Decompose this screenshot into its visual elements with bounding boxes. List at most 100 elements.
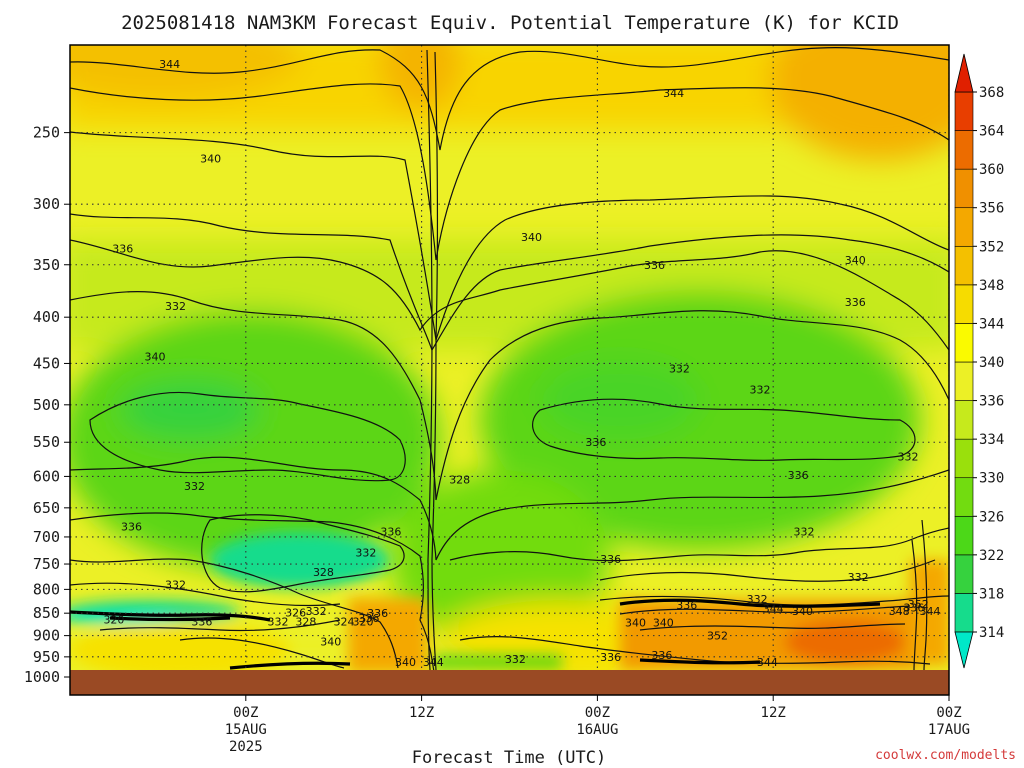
colorbar-label: 352 [979,239,1004,255]
colorbar-swatch [954,323,974,363]
contour-label: 332 [897,450,918,463]
contour-label: 348 [889,605,910,618]
contour-332-b [70,456,949,561]
colorbar-label: 360 [979,162,1004,178]
colorbar-label: 340 [979,355,1004,371]
colorbar-label: 364 [979,124,1004,140]
y-tick-label: 850 [33,604,60,622]
x-tick-label: 12Z [761,705,786,721]
contour-label: 352 [908,598,929,611]
contour-label: 336 [585,436,606,449]
colorbar-swatch [954,168,974,209]
contour-label: 332 [165,300,186,313]
field-green-right [480,290,920,550]
field-green-right-core [540,360,700,440]
contour-label: 340 [395,656,416,669]
colorbar-label: 344 [979,316,1004,332]
contour-label: 344 [919,605,940,618]
contour-label: 336 [788,469,809,482]
y-tick-label: 1000 [24,668,60,686]
contour-328-c [201,514,405,593]
contour-label: 340 [320,635,341,648]
contour-label: 344 [663,87,684,100]
contour-label: 332 [355,546,376,559]
y-tick-label: 950 [33,648,60,666]
x-tick-label: 00Z [233,705,258,721]
contour-vertical-trough [426,49,433,671]
colorbar-swatch [954,438,974,479]
contour-label: 336 [644,259,665,272]
x-tick-label: 17AUG [928,722,970,738]
colorbar-swatch [954,130,974,170]
x-tick-label: 15AUG [225,722,267,738]
contour-label: 328 [449,474,470,487]
contour-label: 332 [306,605,327,618]
x-tick-label: 00Z [936,705,961,721]
contour-lines [70,47,949,673]
field-upper-mid-orange [380,45,460,110]
contour-label: 326 [285,606,306,619]
contour-label: 324 [333,615,354,628]
colorbar-label: 326 [979,509,1004,525]
contour-328-a [89,391,406,482]
contour-340-b [70,213,949,352]
chart-title: 2025081418 NAM3KM Forecast Equiv. Potent… [121,12,899,34]
field-upper-right-orange [770,45,949,160]
contour-label: 336 [600,651,621,664]
contour-336-c [449,527,949,562]
plot-frame [69,44,950,696]
colorbar-swatch [954,91,974,131]
colorbar-label: 322 [979,548,1004,564]
contour-label: 336 [845,296,866,309]
y-tick-label: 800 [33,580,60,598]
y-axis: 250 300 350 400 450 500 550 600 650 700 750 800 850 9… [24,124,70,686]
colorbar-swatch [954,400,974,440]
contour-336-d [459,636,931,665]
contour-label: 344 [423,656,444,669]
contour-vertical-right-2 [921,519,928,671]
contour-label: 320 [103,614,124,627]
colorbar-label: 334 [979,432,1004,448]
contour-label: 332 [747,593,768,606]
gridlines [70,45,949,670]
contour-vertical-trough-2 [431,51,438,671]
contour-label: 344 [763,603,784,616]
contour-dense-band-left-2 [109,616,231,622]
contour-348-a [639,623,906,631]
contour-dense-band-right [619,598,881,608]
contour-344-c [619,605,911,615]
contour-label: 332 [268,615,289,628]
contour-label: 332 [848,571,869,584]
contour-label: 332 [184,480,205,493]
contour-label: 340 [625,616,646,629]
colorbar-swatch [954,207,974,247]
contour-label: 332 [750,384,771,397]
y-tick-label: 500 [33,396,60,414]
colorbar-max-triangle [954,53,974,93]
field-dark-orange-right [785,620,905,664]
contour-label: 320 [353,615,374,628]
colorbar-swatch [954,245,974,286]
contour-332-e [599,559,936,582]
contour-label: 344 [159,58,180,71]
contour-label: 336 [112,243,133,256]
contour-label: 352 [707,630,728,643]
x-tick-label: 00Z [585,705,610,721]
x-tick-label: 12Z [409,705,434,721]
y-tick-label: 750 [33,555,60,573]
contour-label: 336 [651,649,672,662]
colorbar: 368 364 360 356 352 348 344 340 336 334 330 326 322 3… [954,53,1004,669]
y-tick-label: 600 [33,467,60,485]
credit-text: coolwx.com/modelts [875,748,1016,763]
colorbar-label: 336 [979,394,1004,410]
contour-label: 328 [295,615,316,628]
field-teal-pocket [210,532,390,588]
field-green-left-core [120,380,260,440]
contour-label: 336 [358,612,379,625]
colorbar-min-triangle [954,631,974,669]
contour-label: 340 [200,152,221,165]
contour-label: 336 [367,607,388,620]
contour-label: 340 [653,616,674,629]
